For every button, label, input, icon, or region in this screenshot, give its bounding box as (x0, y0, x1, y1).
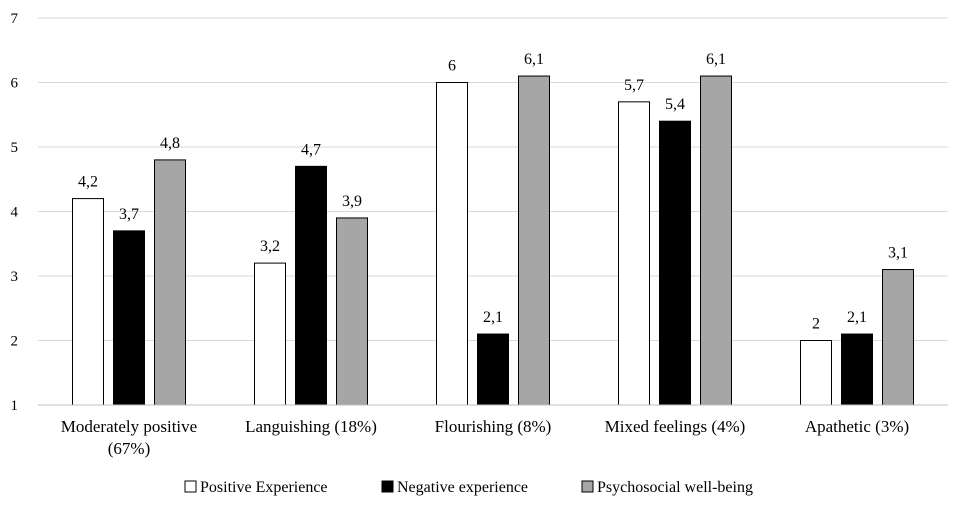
category-label: Languishing (18%) (245, 417, 377, 436)
category-label: Flourishing (8%) (435, 417, 552, 436)
bar-psychosocial-well-being-3 (700, 75, 732, 406)
category-label: Apathetic (3%) (805, 417, 909, 436)
data-label: 5,7 (624, 77, 644, 94)
data-label: 3,9 (342, 193, 362, 210)
data-label: 3,7 (119, 206, 139, 223)
bar-positive-experience-2 (436, 82, 468, 406)
data-label: 2,1 (483, 309, 503, 326)
category-label: Moderately positive (61, 417, 197, 436)
y-axis: 1 2 3 4 5 6 7 (11, 11, 19, 414)
bar-psychosocial-well-being-2 (518, 75, 550, 406)
bar-negative-experience-3 (659, 120, 691, 406)
legend-label: Negative experience (397, 479, 528, 496)
category-label: (67%) (108, 439, 150, 458)
data-label: 3,1 (888, 245, 908, 262)
bar-positive-experience-4 (800, 340, 832, 406)
gridlines (38, 17, 948, 341)
y-tick-label: 5 (11, 140, 19, 156)
bar-psychosocial-well-being-4 (882, 269, 914, 406)
bar-positive-experience-3 (618, 101, 650, 406)
bar-psychosocial-well-being-1 (336, 217, 368, 406)
bar-negative-experience-4 (841, 333, 873, 406)
legend-label: Psychosocial well-being (597, 479, 753, 496)
legend-swatch (381, 480, 394, 493)
bars: 4,2 3,7 4,8 3,2 4,7 3,9 6 2,1 6,1 5,7 5,4 6,1 2 2,1 3,… (72, 51, 914, 406)
y-tick-label: 6 (11, 76, 19, 92)
data-label: 6,1 (706, 51, 726, 68)
data-label: 2,1 (847, 309, 867, 326)
bar-negative-experience-1 (295, 165, 327, 406)
x-axis: Moderately positive (67%) Languishing (18%… (38, 404, 948, 458)
data-label: 2 (812, 316, 820, 333)
y-tick-label: 4 (11, 205, 19, 221)
y-tick-label: 3 (11, 269, 19, 285)
data-label: 6 (448, 58, 456, 75)
bar-positive-experience-0 (72, 198, 104, 406)
bar-negative-experience-2 (477, 333, 509, 406)
legend-swatch (184, 480, 197, 493)
category-label: Mixed feelings (4%) (605, 417, 746, 436)
data-label: 4,7 (301, 141, 321, 158)
y-tick-label: 2 (11, 334, 19, 350)
y-tick-label: 7 (11, 11, 19, 27)
data-label: 6,1 (524, 51, 544, 68)
data-label: 4,2 (78, 174, 98, 191)
y-tick-label: 1 (11, 398, 19, 414)
data-label: 5,4 (665, 96, 685, 113)
bar-positive-experience-1 (254, 262, 286, 406)
data-label: 4,8 (160, 135, 180, 152)
legend-swatch (581, 480, 594, 493)
legend-label: Positive Experience (200, 479, 328, 496)
legend: Positive Experience Negative experience Ps… (184, 479, 753, 496)
bar-negative-experience-0 (113, 230, 145, 406)
bar-psychosocial-well-being-0 (154, 159, 186, 406)
data-label: 3,2 (260, 238, 280, 255)
